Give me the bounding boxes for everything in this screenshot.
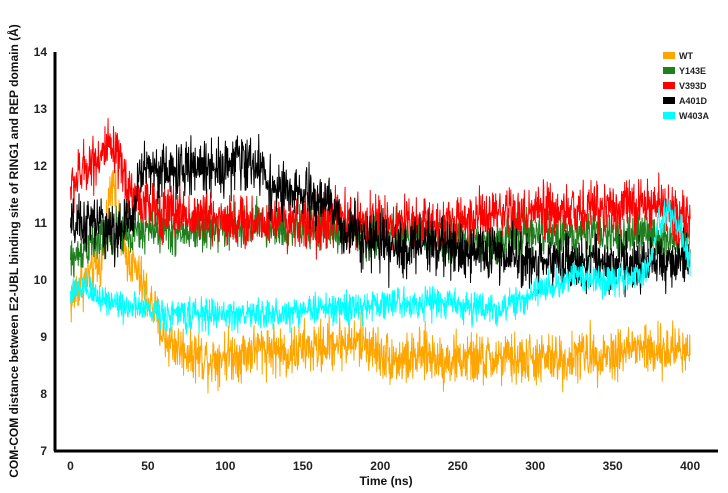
y-axis-title: COM-COM distance between E2-UBL binding … bbox=[6, 24, 21, 478]
series-line-wt bbox=[69, 169, 691, 394]
legend-label-a401d: A401D bbox=[679, 96, 708, 106]
y-tick-label: 9 bbox=[40, 330, 47, 344]
x-tick-label: 350 bbox=[603, 459, 623, 473]
legend-swatch-v393d bbox=[663, 82, 675, 89]
legend-label-v393d: V393D bbox=[679, 81, 707, 91]
legend-swatch-a401d bbox=[663, 97, 675, 104]
legend-swatch-w403a bbox=[663, 112, 675, 119]
y-tick-label: 11 bbox=[34, 216, 47, 230]
y-tick-label: 10 bbox=[34, 273, 48, 287]
x-tick-label: 50 bbox=[141, 459, 155, 473]
axes bbox=[53, 52, 718, 453]
series-line-a401d bbox=[69, 133, 691, 298]
tick-labels: 0 50 100 150 200 250 300 350 400 7 8 9 10 11 12 13 14 bbox=[34, 45, 701, 473]
x-tick-label: 0 bbox=[67, 459, 74, 473]
legend-label-wt: WT bbox=[679, 51, 693, 61]
x-axis-title: Time (ns) bbox=[359, 474, 412, 488]
y-tick-label: 12 bbox=[34, 159, 48, 173]
legend-label-y143e: Y143E bbox=[679, 66, 706, 76]
legend: WT Y143E V393D A401D W403A bbox=[663, 51, 710, 121]
x-tick-label: 200 bbox=[370, 459, 390, 473]
y-tick-label: 7 bbox=[40, 444, 47, 458]
y-tick-label: 14 bbox=[34, 45, 48, 59]
x-tick-label: 400 bbox=[680, 459, 700, 473]
x-tick-label: 250 bbox=[448, 459, 468, 473]
legend-swatch-y143e bbox=[663, 67, 675, 74]
y-tick-label: 13 bbox=[34, 102, 48, 116]
y-tick-label: 8 bbox=[40, 387, 47, 401]
legend-swatch-wt bbox=[663, 52, 675, 59]
series-line-w403a bbox=[69, 198, 691, 336]
series-layer bbox=[69, 118, 691, 394]
x-tick-label: 100 bbox=[215, 459, 235, 473]
x-tick-label: 150 bbox=[293, 459, 313, 473]
legend-label-w403a: W403A bbox=[679, 111, 710, 121]
x-tick-label: 300 bbox=[525, 459, 545, 473]
